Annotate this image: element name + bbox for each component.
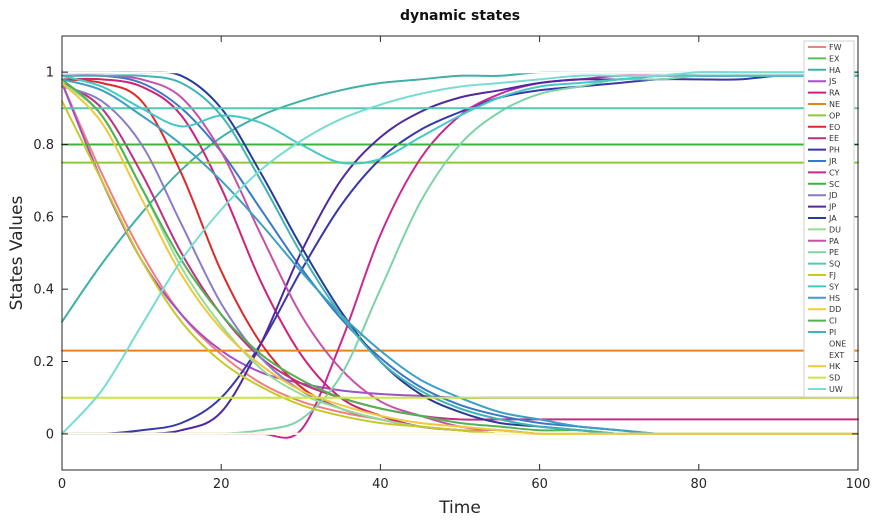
legend-label-one: ONE <box>829 339 846 348</box>
legend-label-jp: JP <box>828 203 836 212</box>
x-tick-labels: 0 20 40 60 80 100 <box>58 477 871 492</box>
legend-label-sd: SD <box>829 374 840 383</box>
legend-label-ext: EXT <box>829 351 844 360</box>
legend-label-eo: EO <box>829 123 840 132</box>
legend-label-pi: PI <box>829 328 836 337</box>
x-tick-label: 80 <box>691 477 708 492</box>
legend-label-sy: SY <box>829 282 839 291</box>
y-tick-labels: 0 0.2 0.4 0.6 0.8 1 <box>33 66 54 443</box>
legend-label-fw: FW <box>829 43 842 52</box>
y-tick-label: 0.6 <box>33 210 54 225</box>
x-tick-label: 40 <box>372 477 389 492</box>
x-tick-label: 60 <box>531 477 548 492</box>
legend-label-ph: PH <box>829 146 840 155</box>
series-line-hk <box>61 82 859 436</box>
legend-label-cy: CY <box>829 168 839 177</box>
legend-label-ne: NE <box>829 100 840 109</box>
x-tick-label: 0 <box>58 477 66 492</box>
y-tick-label: 1 <box>46 66 54 81</box>
legend-label-ha: HA <box>829 66 841 75</box>
x-tick-label: 20 <box>213 477 230 492</box>
legend-label-sq: SQ <box>829 260 840 269</box>
legend-label-uw: UW <box>829 385 843 394</box>
y-tick-label: 0.8 <box>33 138 54 153</box>
legend-label-hk: HK <box>829 362 841 371</box>
legend-label-pe: PE <box>829 248 839 257</box>
series-line-sy <box>61 74 859 165</box>
legend-label-pa: PA <box>829 237 839 246</box>
legend-label-ee: EE <box>829 134 839 143</box>
legend: FW EX HA JS RA NE OP EO EE PH JR CY SC JD JP JA DU PA PE SQ… <box>803 40 855 398</box>
legend-label-fj: FJ <box>829 271 836 280</box>
series-group <box>61 70 859 439</box>
legend-label-du: DU <box>829 225 841 234</box>
legend-label-js: JS <box>828 77 836 86</box>
legend-label-hs: HS <box>829 294 840 303</box>
legend-label-ex: EX <box>829 54 840 63</box>
legend-label-op: OP <box>829 111 840 120</box>
legend-label-ja: JA <box>828 214 837 223</box>
x-axis-title: Time <box>438 498 481 518</box>
legend-label-sc: SC <box>829 180 840 189</box>
legend-label-jd: JD <box>828 191 838 200</box>
y-tick-label: 0.2 <box>33 355 54 370</box>
plot-frame <box>61 35 859 471</box>
legend-label-jr: JR <box>828 157 837 166</box>
series-line-uw <box>61 70 859 435</box>
legend-label-ci: CI <box>829 317 837 326</box>
series-line-ph <box>61 74 859 436</box>
legend-label-ra: RA <box>829 89 840 98</box>
series-line-ee <box>61 82 859 421</box>
x-tick-label: 100 <box>846 477 871 492</box>
chart-title: dynamic states <box>400 8 520 24</box>
y-tick-label: 0 <box>46 427 54 442</box>
y-axis-title: States Values <box>7 195 27 310</box>
legend-label-dd: DD <box>829 305 841 314</box>
y-tick-label: 0.4 <box>33 283 54 298</box>
